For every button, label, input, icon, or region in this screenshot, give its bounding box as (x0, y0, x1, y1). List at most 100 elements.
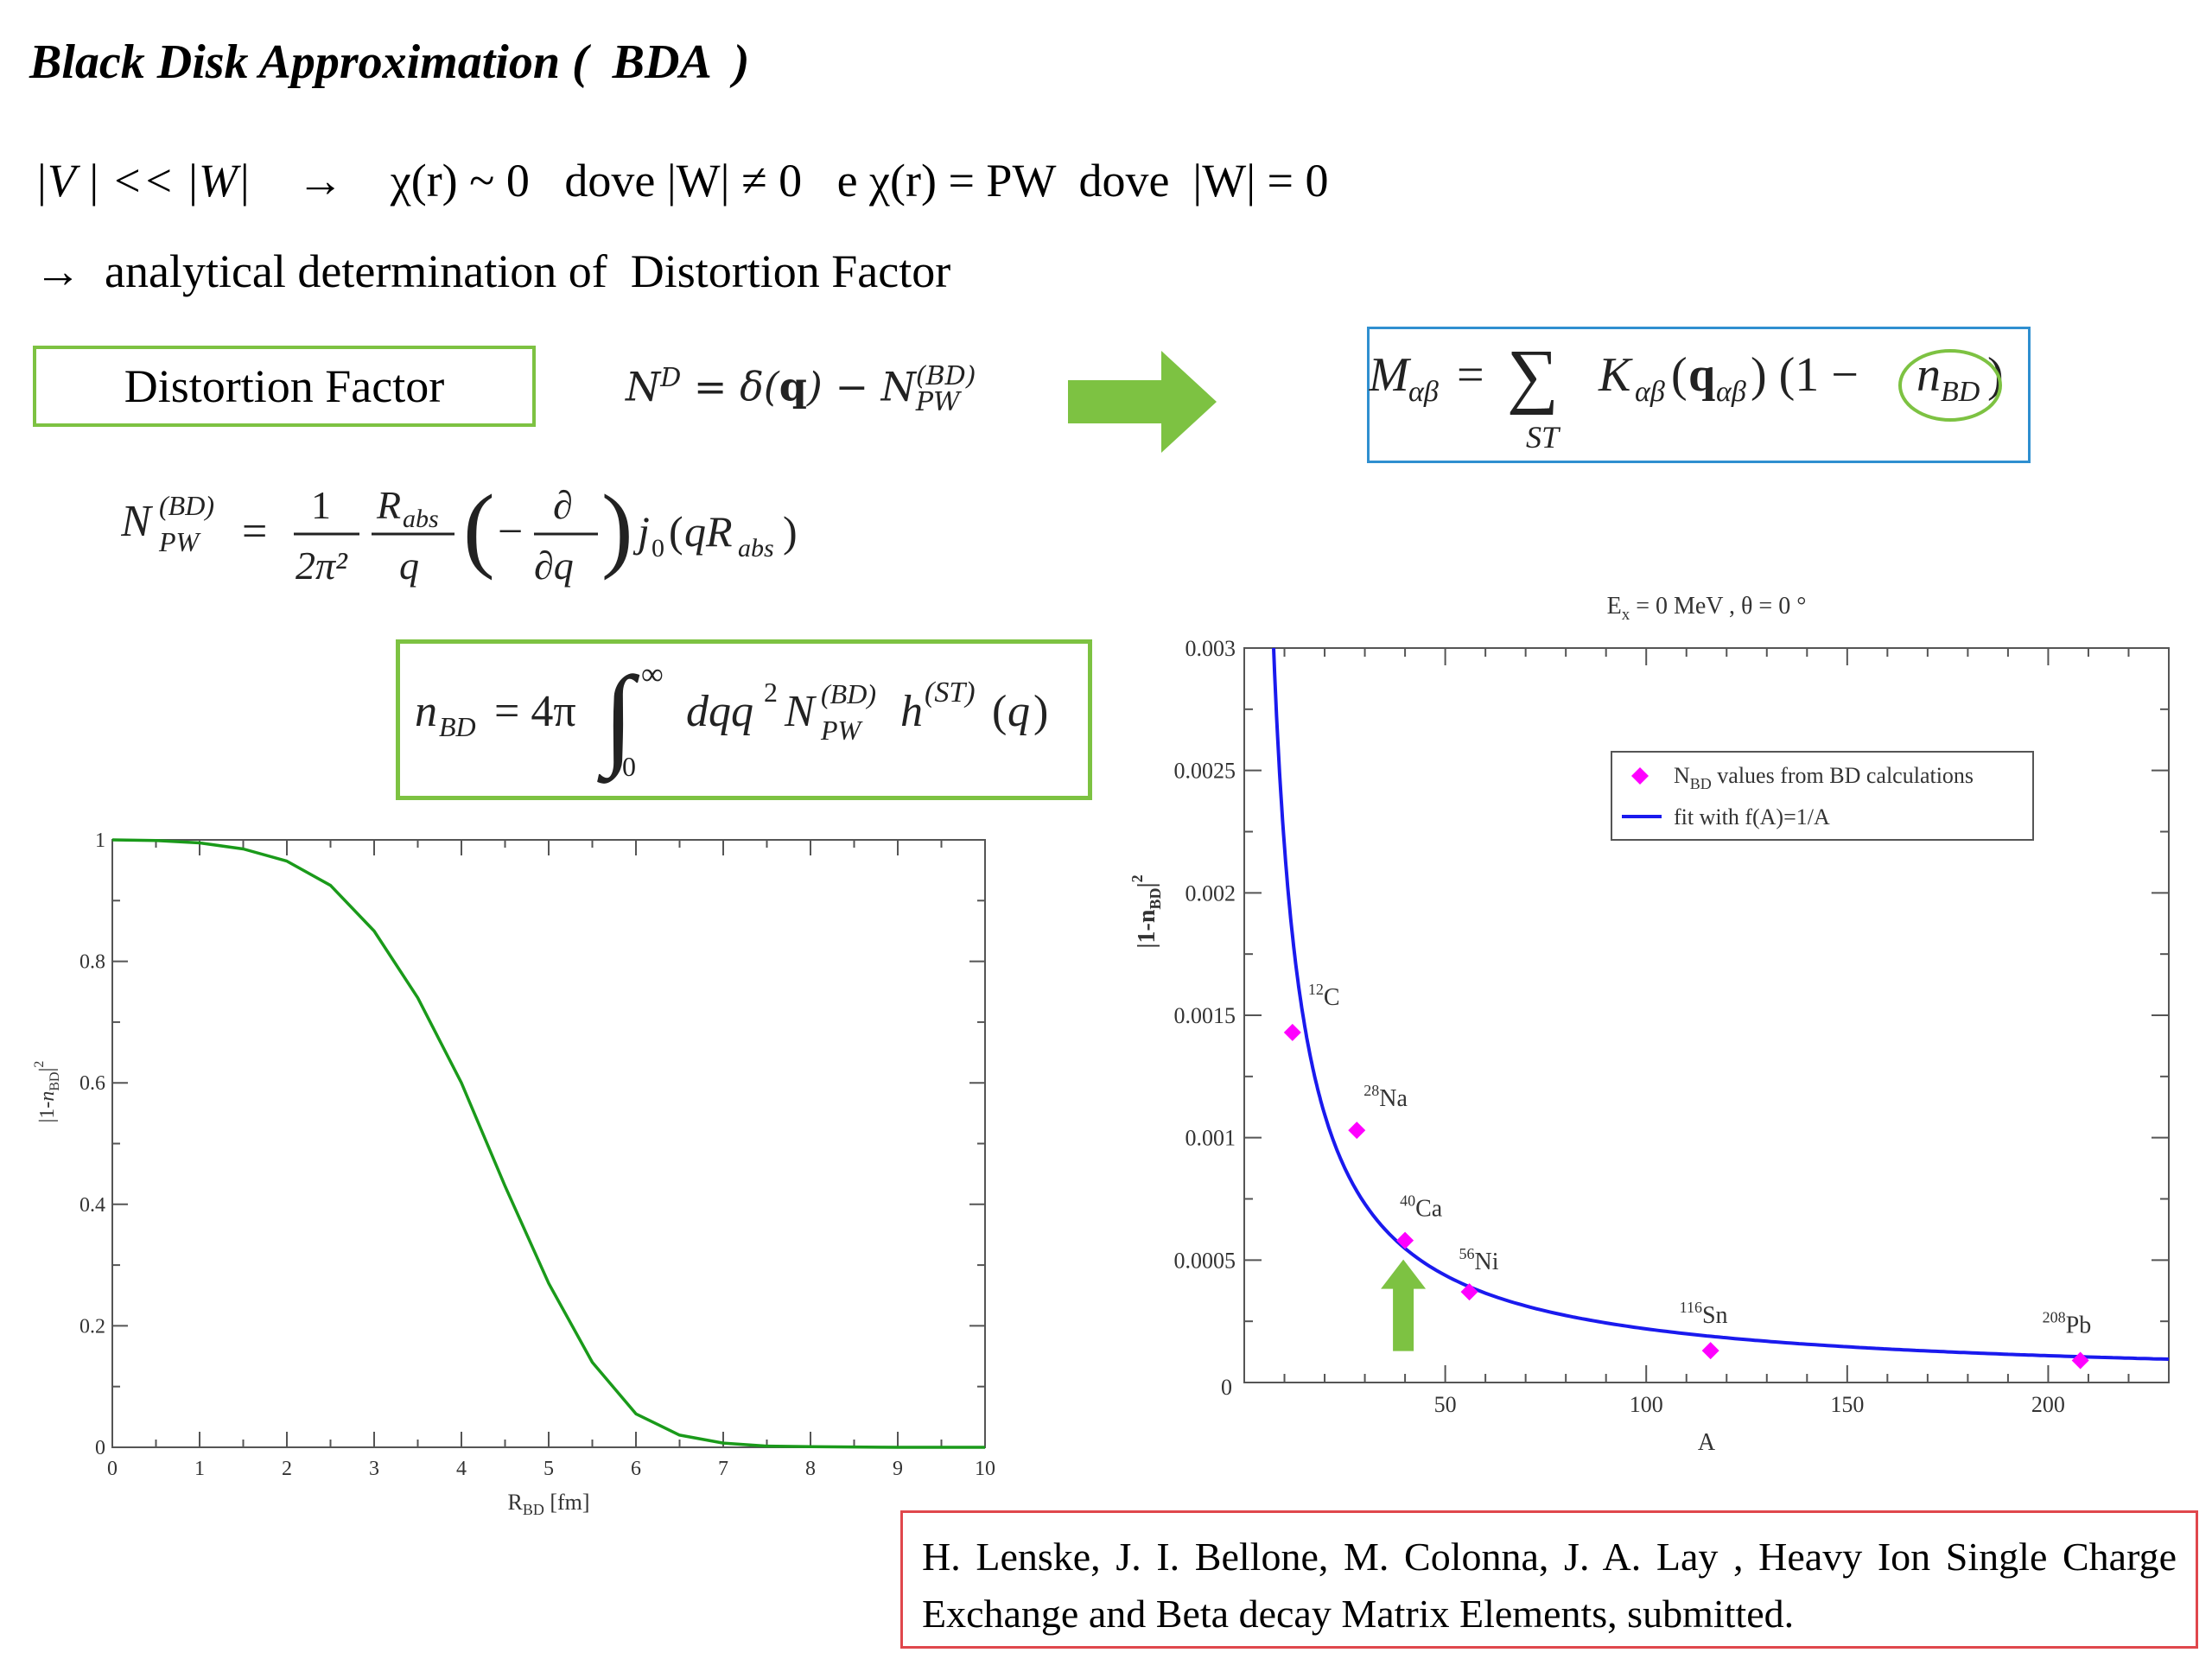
slide-title: Black Disk Approximation ( BDA ) (29, 35, 750, 89)
svg-text:h: h (900, 687, 923, 736)
svg-text:BD: BD (439, 711, 476, 742)
x-tick-label: 9 (893, 1458, 903, 1480)
equation-nbd: n BD = 4π ∫ ∞ 0 dqq 2 N (BD) PW h (ST) (… (415, 654, 1048, 784)
svg-text:n: n (415, 687, 437, 736)
svg-text:αβ: αβ (1408, 376, 1439, 408)
chart-title: Ex = 0 MeV , θ = 0 ° (1607, 593, 1807, 624)
y-tick-label: 0.0015 (1174, 1003, 1236, 1028)
condition-chi-pw: e χ(r) = PW (836, 155, 1056, 207)
y-tick-label: 0.002 (1185, 880, 1236, 906)
x-tick-label: 7 (718, 1458, 728, 1480)
svg-text:2π²: 2π² (296, 543, 348, 588)
svg-text:(: ( (992, 687, 1007, 736)
svg-text:N: N (784, 687, 817, 736)
x-tick-label: 10 (975, 1458, 995, 1480)
plot-frame (111, 839, 986, 1448)
equation-m: M αβ = ∑ ST K αβ ( q αβ ) (1 − n BD ) (1369, 335, 2004, 454)
equation-npw: N (BD) PW = 1 2π² R abs q ( − ∂ ∂q ) j 0… (121, 475, 798, 588)
svg-text:= 4π: = 4π (494, 687, 576, 736)
data-point-diamond (1460, 1283, 1478, 1301)
svg-text:(: ( (463, 475, 495, 581)
condition-vw: |V | << |W| (35, 155, 251, 207)
svg-text:PW: PW (820, 715, 864, 746)
data-point-diamond (1348, 1122, 1366, 1140)
y-tick-label: 0.6 (79, 1072, 105, 1095)
arrow-up-icon (1381, 1259, 1427, 1351)
condition-chi-zero: χ(r) ~ 0 (390, 155, 530, 207)
point-label: 116Sn (1680, 1299, 1728, 1329)
x-tick-label: 150 (1830, 1392, 1864, 1417)
svg-text:) (1 −: ) (1 − (1751, 348, 1859, 402)
y-axis-label: |1-nBD|2 (32, 1061, 62, 1123)
svg-text:ST: ST (1526, 420, 1561, 454)
reference-box: H. Lenske, J. I. Bellone, M. Colonna, J.… (900, 1510, 2198, 1649)
arrow-right-icon (1068, 351, 1217, 453)
svg-text:∂: ∂ (553, 483, 573, 527)
y-tick-label: 1 (95, 830, 105, 852)
point-label: 40Ca (1400, 1192, 1443, 1223)
svg-text:): ) (783, 507, 798, 556)
svg-text:dqq: dqq (686, 687, 753, 736)
svg-text:(BD): (BD) (821, 678, 876, 709)
analytical-line: → analytical determination of Distortion… (35, 245, 950, 298)
svg-text:(ST): (ST) (925, 677, 976, 709)
condition-dove1: dove |W| ≠ 0 (564, 155, 803, 207)
y-tick-label: 0 (1221, 1375, 1232, 1400)
condition-line: |V | << |W| → χ(r) ~ 0 dove |W| ≠ 0 e χ(… (35, 154, 1328, 207)
chart-nbd-vs-mass: Ex = 0 MeV , θ = 0 ° 50 100 150 200 0 0.0005 0.… (1128, 593, 2170, 1456)
fit-line (1272, 647, 2170, 1361)
svg-text:αβ: αβ (1635, 376, 1665, 408)
x-tick-label: 1 (194, 1458, 205, 1480)
nbd-equation-box (396, 639, 1092, 800)
point-label: 28Na (1363, 1082, 1408, 1112)
y-tick-label: 0 (95, 1437, 105, 1459)
y-tick-label: 0.8 (79, 951, 105, 974)
matrix-element-box (1367, 327, 2031, 463)
svg-text:(: ( (1671, 348, 1688, 402)
x-axis-label: A (1698, 1429, 1716, 1456)
svg-text:M: M (1369, 348, 1412, 402)
y-tick-label: 0.2 (79, 1315, 105, 1338)
x-tick-label: 200 (2031, 1392, 2065, 1417)
data-point-diamond (2071, 1351, 2089, 1370)
data-point-diamond (1396, 1231, 1414, 1249)
x-tick-label: 0 (107, 1458, 118, 1480)
svg-text:0: 0 (652, 534, 664, 563)
y-axis-label: |1-nBD|2 (1128, 874, 1164, 948)
svg-text:αβ: αβ (1716, 376, 1746, 408)
x-tick-label: 3 (369, 1458, 379, 1480)
legend-label: NBD values from BD calculations (1674, 763, 1974, 792)
distortion-factor-box: Distortion Factor (33, 346, 536, 427)
svg-text:q: q (1007, 687, 1030, 736)
x-tick-label: 6 (631, 1458, 641, 1480)
x-tick-label: 4 (456, 1458, 467, 1480)
arrow-right-icon: → (35, 245, 81, 297)
legend-label: fit with f(A)=1/A (1674, 804, 1830, 830)
x-tick-label: 5 (543, 1458, 554, 1480)
x-tick-label: 2 (282, 1458, 292, 1480)
svg-text:): ) (601, 475, 633, 581)
y-tick-label: 0.4 (79, 1194, 105, 1217)
y-tick-label: 0.0005 (1174, 1248, 1236, 1273)
x-tick-label: 100 (1630, 1392, 1663, 1417)
svg-text:∑: ∑ (1507, 335, 1559, 416)
svg-text:=: = (1457, 348, 1484, 402)
svg-text:N: N (121, 497, 154, 546)
svg-text:2: 2 (764, 677, 778, 708)
y-tick-label: 0.003 (1185, 636, 1236, 661)
data-point-diamond (1283, 1023, 1301, 1041)
svg-text:j: j (632, 507, 650, 556)
svg-text:K: K (1598, 348, 1633, 402)
arrow-right-icon: → (296, 155, 344, 207)
svg-text:(: ( (669, 507, 683, 556)
svg-text:∂q: ∂q (534, 543, 574, 588)
reference-text: H. Lenske, J. I. Bellone, M. Colonna, J.… (922, 1535, 2177, 1636)
data-point-diamond (1701, 1342, 1719, 1360)
x-tick-label: 50 (1434, 1392, 1457, 1417)
svg-text:(BD): (BD) (159, 490, 214, 521)
svg-text:BD: BD (1941, 376, 1980, 408)
svg-text:qR: qR (684, 507, 733, 556)
svg-text:q: q (1688, 348, 1715, 402)
analytical-text: analytical determination of Distortion F… (105, 245, 951, 297)
condition-dove2: dove |W| = 0 (1078, 155, 1329, 207)
